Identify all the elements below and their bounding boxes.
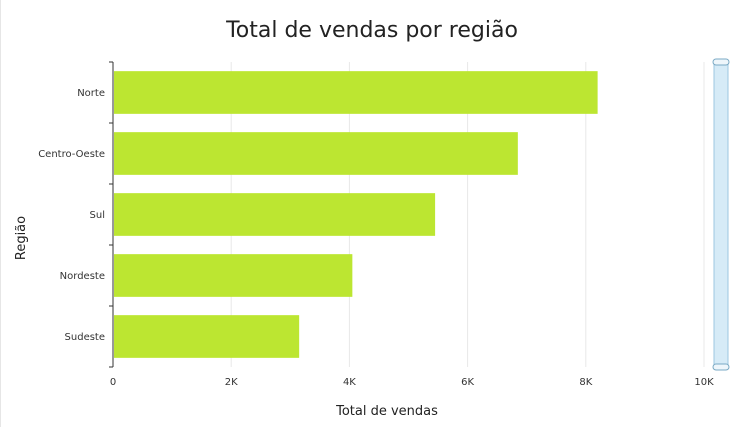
x-tick-label: 4K — [343, 377, 356, 388]
x-tick-label: 8K — [579, 377, 592, 388]
labels: 0 2K 4K 6K 8K 10K Norte Centro-Oeste Sul Nordeste… — [38, 88, 714, 388]
y-category-label: Sul — [90, 210, 105, 221]
scrollbar-track[interactable] — [713, 61, 729, 368]
bars — [114, 71, 598, 358]
bar[interactable] — [114, 254, 353, 297]
bar[interactable] — [114, 71, 598, 114]
y-category-label: Sudeste — [65, 332, 105, 343]
y-category-label: Centro-Oeste — [38, 149, 105, 160]
x-tick-label: 2K — [225, 377, 238, 388]
x-tick-label: 6K — [461, 377, 474, 388]
vertical-scrollbar[interactable] — [712, 58, 730, 371]
x-tick-label: 10K — [694, 377, 714, 388]
x-axis-title: Total de vendas — [335, 404, 438, 419]
bar[interactable] — [114, 132, 518, 175]
bar[interactable] — [114, 315, 300, 358]
axes — [109, 61, 114, 368]
y-category-label: Norte — [77, 88, 105, 99]
scrollbar-handle-top[interactable] — [712, 58, 730, 66]
y-axis-title: Região — [14, 216, 29, 260]
x-tick-label: 0 — [110, 377, 116, 388]
chart-title: Total de vendas por região — [225, 18, 518, 43]
scrollbar-handle-bottom[interactable] — [712, 363, 730, 371]
bar[interactable] — [114, 193, 436, 236]
y-category-label: Nordeste — [60, 271, 105, 282]
